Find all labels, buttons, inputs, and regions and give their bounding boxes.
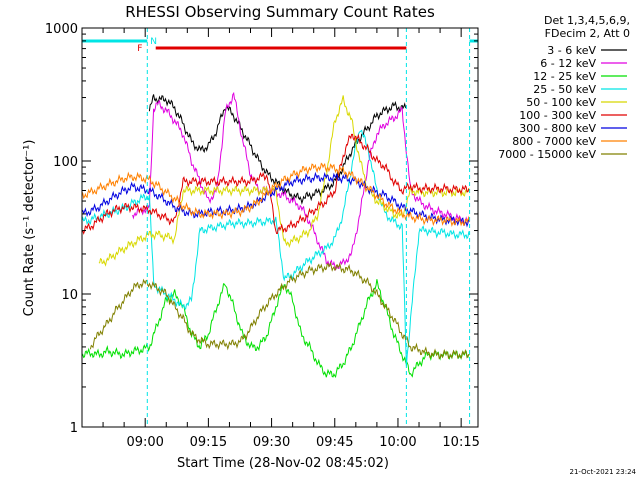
plot-frame: [81, 27, 479, 428]
marker-layer: NF: [82, 28, 478, 427]
series-line-300-800-kev: [81, 171, 471, 228]
series-line-50-100-kev: [98, 95, 471, 267]
legend-label: 12 - 25 keV: [533, 70, 596, 83]
legend-label: 800 - 7000 keV: [512, 135, 596, 148]
x-tick-label: 10:15: [442, 435, 479, 450]
legend-label: 7000 - 15000 keV: [498, 148, 596, 161]
series-line-12-25-kev: [81, 279, 470, 378]
legend-label: 6 - 12 keV: [540, 57, 596, 70]
x-tick-label: 09:30: [253, 435, 290, 450]
legend-label: 3 - 6 keV: [547, 44, 596, 57]
x-tick-label: 09:00: [126, 435, 163, 450]
legend-label: 100 - 300 keV: [519, 109, 596, 122]
y-axis: 1 10 100 1000: [45, 22, 478, 436]
night-marker-label: N: [150, 37, 157, 47]
x-tick-label: 09:15: [190, 435, 227, 450]
legend: Det 1,3,4,5,6,9, FDecim 2, Att 0 3 - 6 k…: [498, 14, 630, 161]
legend-label: 50 - 100 keV: [526, 96, 596, 109]
footer-date: 21-Oct-2021 23:24: [570, 468, 637, 476]
series-line-800-7000-kev: [81, 162, 471, 227]
x-tick-label: 09:45: [316, 435, 353, 450]
x-tick-label: 10:00: [379, 435, 416, 450]
chart-title: RHESSI Observing Summary Count Rates: [125, 3, 435, 21]
series-line-100-300-kev: [81, 133, 470, 235]
x-axis: 09:00 09:15 09:30 09:45 10:00 10:15: [102, 28, 480, 450]
series-layer: [81, 91, 471, 378]
flare-marker-label: F: [137, 44, 142, 54]
y-tick-label: 1: [70, 421, 78, 436]
y-tick-label: 1000: [45, 22, 78, 37]
y-axis-label: Count Rate (s⁻¹ detector⁻¹): [22, 140, 37, 317]
series-line-3-6-kev: [148, 94, 407, 205]
legend-header-line-2: FDecim 2, Att 0: [545, 27, 630, 40]
y-tick-label: 100: [53, 155, 78, 170]
legend-label: 300 - 800 keV: [519, 122, 596, 135]
legend-header-line-1: Det 1,3,4,5,6,9,: [544, 14, 630, 27]
x-axis-label: Start Time (28-Nov-02 08:45:02): [177, 456, 389, 471]
series-line-6-12-kev: [132, 91, 471, 272]
series-line-25-50-kev: [81, 129, 471, 367]
legend-label: 25 - 50 keV: [533, 83, 596, 96]
y-tick-label: 10: [61, 288, 78, 303]
